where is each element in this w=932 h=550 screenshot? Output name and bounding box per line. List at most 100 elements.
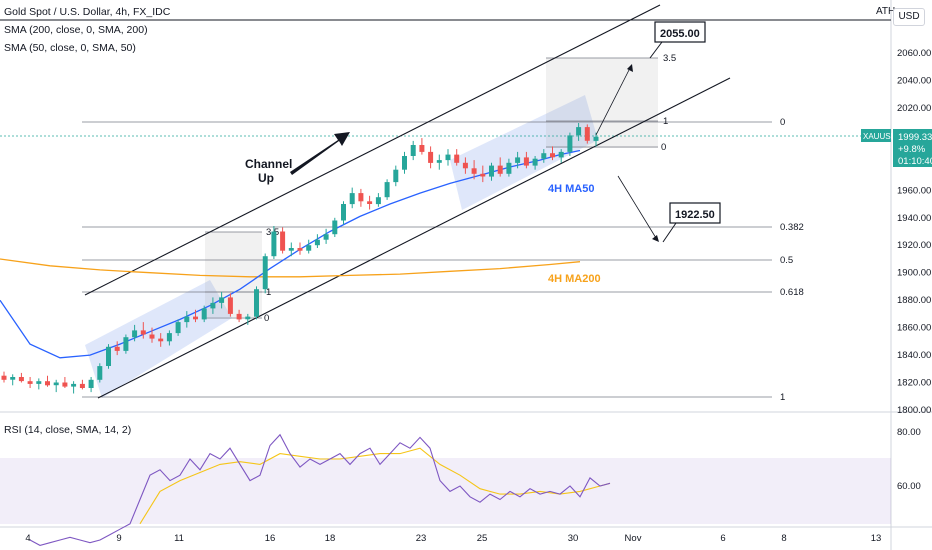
- price-tick-label: 1860.00: [897, 323, 931, 334]
- candle-body[interactable]: [367, 201, 373, 204]
- time-tick-label: 18: [325, 533, 336, 544]
- candle-body[interactable]: [62, 382, 68, 387]
- fib-small-label: 0: [661, 142, 666, 153]
- candle-body[interactable]: [358, 193, 364, 202]
- candle-body[interactable]: [193, 316, 198, 320]
- candle-body[interactable]: [210, 302, 216, 309]
- candle-body[interactable]: [558, 151, 564, 158]
- symbol-legend[interactable]: Gold Spot / U.S. Dollar, 4h, FX_IDC: [4, 6, 171, 18]
- candle-body[interactable]: [201, 308, 207, 320]
- candle-body[interactable]: [149, 334, 155, 339]
- candle-body[interactable]: [375, 197, 381, 205]
- currency-button[interactable]: USD: [893, 8, 925, 26]
- candle-body[interactable]: [480, 173, 486, 177]
- symbol-badge: [861, 129, 891, 142]
- candle-body[interactable]: [332, 220, 338, 235]
- candle-body[interactable]: [393, 169, 399, 183]
- candle-body[interactable]: [471, 168, 477, 174]
- candle-body[interactable]: [114, 346, 120, 351]
- candle-body[interactable]: [497, 165, 503, 174]
- candle-body[interactable]: [227, 297, 233, 314]
- time-tick-label: 25: [477, 533, 488, 544]
- sma50-legend[interactable]: SMA (50, close, 0, SMA, 50): [4, 42, 136, 54]
- candle-body[interactable]: [158, 338, 164, 342]
- candle-body[interactable]: [88, 379, 94, 388]
- time-tick-label: 23: [416, 533, 427, 544]
- candle-body[interactable]: [306, 245, 312, 251]
- candle-body[interactable]: [419, 145, 425, 152]
- candle-body[interactable]: [271, 231, 277, 257]
- target-low-label: 1922.50: [675, 209, 715, 221]
- candle-body[interactable]: [245, 316, 251, 320]
- fib-level-label: 0.382: [780, 222, 804, 233]
- candle-body[interactable]: [436, 160, 442, 163]
- candle-body[interactable]: [123, 337, 129, 351]
- rsi-tick-label: 60.00: [897, 481, 921, 492]
- ma50-label: 4H MA50: [548, 183, 594, 195]
- candle-body[interactable]: [10, 377, 16, 380]
- candle-body[interactable]: [97, 366, 103, 380]
- time-tick-label: Nov: [625, 533, 642, 544]
- candle-body[interactable]: [523, 157, 529, 166]
- candle-body[interactable]: [489, 165, 494, 177]
- candle-body[interactable]: [36, 381, 42, 384]
- time-tick-label: 9: [116, 533, 121, 544]
- candle-body[interactable]: [166, 333, 172, 342]
- sma200-legend[interactable]: SMA (200, close, 0, SMA, 200): [4, 24, 148, 36]
- target-low-pointer: [662, 222, 677, 243]
- time-tick-label: 4: [25, 533, 30, 544]
- candle-body[interactable]: [341, 204, 346, 221]
- target-high-label: 2055.00: [660, 28, 700, 40]
- candle-body[interactable]: [410, 145, 416, 156]
- rsi-line: [29, 433, 611, 546]
- candle-body[interactable]: [140, 330, 146, 335]
- candle-body[interactable]: [515, 157, 521, 163]
- candle-body[interactable]: [1, 375, 7, 380]
- candle-body[interactable]: [567, 135, 573, 152]
- candle-body[interactable]: [219, 297, 225, 303]
- candle-body[interactable]: [45, 381, 50, 386]
- candle-body[interactable]: [132, 330, 138, 338]
- candle-body[interactable]: [236, 313, 242, 320]
- channel-label-1: Channel: [245, 157, 292, 171]
- candle-body[interactable]: [576, 127, 582, 136]
- channel-highlight-2: [450, 95, 598, 210]
- candle-body[interactable]: [532, 158, 538, 166]
- ath-label: ATH: [876, 6, 896, 17]
- candle-body[interactable]: [584, 127, 590, 141]
- candle-body[interactable]: [384, 182, 390, 198]
- target-low-box: [669, 202, 721, 224]
- candle-body[interactable]: [262, 256, 268, 290]
- candle-body[interactable]: [593, 136, 599, 141]
- candle-body[interactable]: [280, 231, 286, 251]
- price-tick-label: 1820.00: [897, 378, 931, 389]
- candle-body[interactable]: [445, 154, 451, 161]
- price-tick-label: 1840.00: [897, 350, 931, 361]
- fib-small-label: 1: [663, 116, 668, 127]
- candle-body[interactable]: [53, 382, 59, 386]
- candle-body[interactable]: [18, 377, 24, 382]
- candle-body[interactable]: [184, 316, 190, 323]
- candle-body[interactable]: [175, 322, 181, 334]
- candle-body[interactable]: [428, 151, 434, 163]
- candle-body[interactable]: [79, 383, 85, 388]
- candle-body[interactable]: [349, 193, 355, 205]
- candle-body[interactable]: [106, 346, 111, 366]
- candle-body[interactable]: [506, 162, 512, 174]
- candle-body[interactable]: [550, 153, 555, 158]
- candle-body[interactable]: [323, 234, 329, 240]
- channel-label-2: Up: [258, 171, 274, 185]
- candle-body[interactable]: [402, 156, 407, 170]
- candle-body[interactable]: [314, 239, 320, 246]
- candle-body[interactable]: [454, 154, 460, 163]
- candle-body[interactable]: [27, 381, 33, 384]
- candle-body[interactable]: [541, 153, 547, 159]
- channel-lower-line: [97, 77, 731, 399]
- candle-body[interactable]: [462, 162, 468, 169]
- rsi-legend[interactable]: RSI (14, close, SMA, 14, 2): [4, 424, 132, 436]
- candle-body[interactable]: [254, 289, 259, 317]
- candle-body[interactable]: [71, 383, 77, 387]
- candle-body[interactable]: [288, 248, 294, 251]
- candle-body[interactable]: [297, 248, 303, 251]
